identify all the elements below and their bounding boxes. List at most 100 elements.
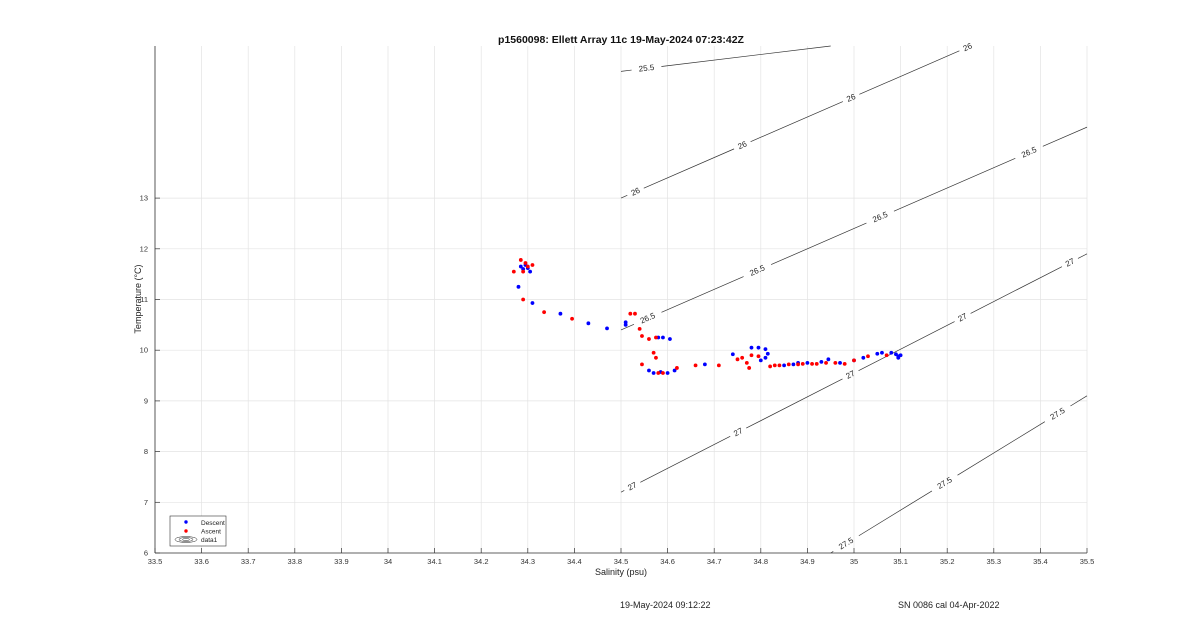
ascent-point [747, 366, 752, 370]
isopycnal-label: 27 [957, 311, 970, 323]
ascent-point [884, 353, 889, 358]
isopycnal-line [859, 50, 960, 95]
x-tick-label: 35.3 [986, 557, 1001, 566]
y-tick-label: 10 [140, 346, 148, 355]
x-tick-label: 35 [850, 557, 858, 566]
descent-point [530, 301, 535, 305]
descent-point [528, 269, 533, 274]
legend-data1-label: data1 [201, 537, 218, 544]
x-tick-label: 33.6 [194, 557, 209, 566]
ascent-point [796, 362, 800, 367]
isopycnal-line [770, 222, 867, 265]
descent-point [805, 360, 810, 365]
isopycnal-line [620, 490, 625, 493]
x-tick-label: 35.5 [1080, 557, 1095, 566]
descent-point [838, 360, 842, 365]
ascent-point [693, 363, 698, 368]
ascent-point [675, 366, 679, 370]
descent-point [730, 352, 735, 357]
descent-point [672, 368, 677, 373]
x-tick-label: 33.7 [241, 557, 256, 566]
ascent-point [521, 269, 526, 274]
x-tick-label: 35.2 [940, 557, 955, 566]
x-tick-label: 34.9 [800, 557, 815, 566]
y-tick-label: 11 [140, 295, 148, 304]
ascent-point [542, 310, 547, 315]
isopycnal-line [1077, 253, 1088, 259]
descent-point [651, 371, 656, 375]
descent-point [661, 335, 665, 340]
ascent-point [654, 335, 658, 340]
ascent-point [744, 360, 749, 365]
ascent-point [521, 297, 526, 302]
descent-point [763, 347, 768, 352]
legend: Descent Ascent data1 [169, 515, 227, 547]
footer-timestamp: 19-May-2024 09:12:22 [620, 600, 711, 610]
y-tick-label: 7 [144, 498, 148, 507]
ascent-point [772, 363, 777, 368]
descent-point [516, 284, 521, 289]
ascent-point [661, 371, 665, 375]
descent-point [765, 351, 770, 356]
y-tick-label: 8 [144, 447, 148, 456]
x-tick-label: 34.5 [614, 557, 629, 566]
ascent-point [640, 334, 644, 338]
x-tick-label: 33.5 [148, 557, 163, 566]
ascent-point [756, 354, 761, 359]
ascent-point [786, 362, 791, 367]
x-tick-label: 34.6 [660, 557, 675, 566]
isopycnal-label: 26 [962, 41, 974, 53]
descent-point [826, 357, 831, 362]
y-tick-label: 13 [140, 194, 148, 203]
descent-point [623, 322, 628, 327]
x-tick-label: 35.4 [1033, 557, 1048, 566]
y-tick-label: 12 [140, 244, 148, 253]
x-axis-label: Salinity (psu) [595, 567, 647, 577]
x-tick-label: 34.7 [707, 557, 722, 566]
ascent-point [842, 361, 847, 366]
legend-box [169, 515, 227, 547]
isopycnal-line [858, 490, 933, 537]
isopycnal-line [643, 148, 735, 189]
ascent-point [633, 311, 637, 316]
legend-ascent-marker [184, 529, 188, 533]
isopycnal-label: 26 [736, 139, 748, 151]
isopycnal-label: 27 [626, 480, 639, 492]
ascent-point [810, 361, 814, 366]
isopycnal-line [746, 378, 843, 429]
ascent-point [570, 316, 574, 321]
descent-point [518, 264, 523, 269]
ascent-point [777, 363, 782, 368]
legend-ascent-label: Ascent [201, 529, 221, 536]
x-tick-label: 34 [384, 557, 392, 566]
isopycnal-line [661, 276, 744, 313]
y-tick-label: 9 [144, 396, 148, 405]
isopycnal-line [1042, 126, 1088, 147]
ascent-point [523, 261, 528, 265]
ascent-point [651, 350, 656, 355]
ascent-point [628, 311, 633, 316]
ascent-point [866, 354, 870, 359]
ascent-point [654, 355, 658, 360]
isopycnal-line [893, 157, 1016, 212]
ascent-point [511, 269, 516, 274]
ascent-point [640, 362, 644, 367]
x-tick-label: 34.8 [753, 557, 768, 566]
descent-point [819, 359, 824, 364]
x-tick-label: 35.1 [893, 557, 908, 566]
ascent-point [530, 263, 535, 267]
legend-descent-marker [184, 520, 188, 524]
contour-icon [174, 536, 198, 543]
descent-point [605, 326, 609, 331]
ascent-point [716, 363, 721, 368]
descent-point [586, 321, 591, 326]
ascent-point [656, 371, 661, 375]
isopycnal-label: 26 [845, 92, 857, 104]
chart-title: p1560098: Ellett Array 11c 19-May-2024 0… [498, 34, 745, 46]
ascent-point [518, 258, 523, 262]
x-tick-label: 34.1 [427, 557, 442, 566]
isopycnal-label: 26 [630, 186, 642, 198]
isopycnal-label: 25.5 [638, 63, 655, 74]
descent-point [898, 353, 903, 358]
